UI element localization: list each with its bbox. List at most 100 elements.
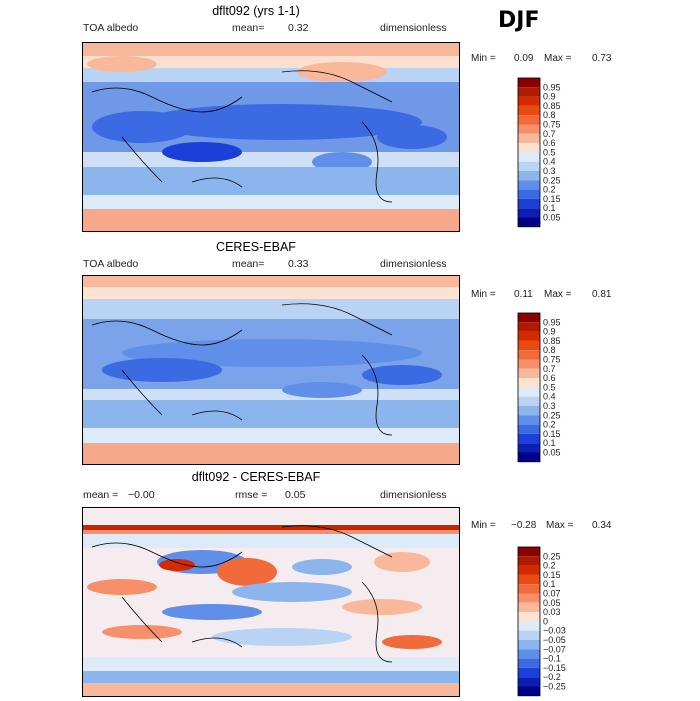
panel-3-min-value: −0.28 (511, 520, 537, 531)
colorbar-swatch (518, 584, 540, 594)
panel-1-max-label: Max = (544, 53, 572, 64)
colorbar-swatch (518, 677, 540, 687)
colorbar-tick-label: 0.75 (543, 355, 561, 365)
season-label: DJF (498, 8, 540, 33)
panel-1-min-value: 0.09 (514, 53, 534, 64)
colorbar-swatch (518, 133, 540, 144)
colorbar-tick-label: 0.8 (543, 110, 556, 120)
panel-1-mean-label: mean= (232, 22, 265, 34)
panel-1-max-value: 0.73 (592, 53, 612, 64)
colorbar-swatch (518, 78, 540, 88)
colorbar-swatch (518, 115, 540, 125)
colorbar-tick-label: 0.5 (543, 382, 556, 392)
panel-3-map (82, 507, 460, 697)
colorbar-tick-label: 0.4 (543, 392, 556, 402)
panel-1-units-label: dimensionless (380, 22, 447, 34)
colorbar-swatch (518, 593, 540, 603)
colorbar-swatch (518, 574, 540, 585)
colorbar-tick-label: 0.9 (543, 327, 556, 337)
colorbar-tick-label: 0.1 (543, 438, 556, 448)
panel-1-min-label: Min = (471, 53, 496, 64)
panel-1-colorbar: 0.950.90.850.80.750.70.60.50.40.30.250.2… (517, 77, 561, 228)
colorbar-tick-label: 0.2 (543, 561, 556, 571)
colorbar-tick-label: 0.85 (543, 101, 561, 111)
panel-2-colorbar: 0.950.90.850.80.750.70.60.50.40.30.250.2… (517, 312, 561, 463)
panel-2-max-value: 0.81 (592, 289, 612, 300)
colorbar-tick-label: 0.5 (543, 147, 556, 157)
colorbar-tick-label: 0.95 (543, 82, 561, 92)
colorbar-swatch (518, 602, 540, 613)
colorbar-swatch (518, 415, 540, 425)
colorbar-swatch (518, 667, 540, 678)
colorbar-frame (517, 312, 541, 463)
panel-3-rmse-value: 0.05 (285, 489, 306, 501)
colorbar-swatch (518, 565, 540, 575)
colorbar-swatch (518, 105, 540, 116)
colorbar-tick-label: 0.2 (543, 185, 556, 195)
colorbar-swatch (518, 217, 540, 227)
panel-1-title: dflt092 (yrs 1-1) (212, 4, 300, 18)
colorbar-tick-label: −0.1 (543, 654, 561, 664)
colorbar-tick-label: 0.15 (543, 429, 561, 439)
colorbar-swatch (518, 322, 540, 332)
colorbar-swatch (518, 161, 540, 171)
colorbar-tick-label: 0.6 (543, 373, 556, 383)
panel-3-rmse-label: rmse = (235, 489, 268, 501)
colorbar-tick-label: 0.8 (543, 345, 556, 355)
colorbar-swatch (518, 143, 540, 153)
colorbar-tick-label: 0.3 (543, 401, 556, 411)
colorbar-swatch (518, 387, 540, 397)
colorbar-swatch (518, 152, 540, 162)
colorbar-tick-label: 0.4 (543, 157, 556, 167)
colorbar-tick-label: 0.1 (543, 579, 556, 589)
colorbar-swatch (518, 443, 540, 453)
panel-1-variable-label: TOA albedo (83, 22, 139, 34)
panel-1-mean-value: 0.32 (288, 22, 309, 34)
colorbar-tick-label: −0.25 (543, 682, 566, 692)
colorbar-tick-label: 0.15 (543, 570, 561, 580)
colorbar-swatch (518, 208, 540, 218)
colorbar-tick-label: 0.7 (543, 364, 556, 374)
panel-2-title: CERES-EBAF (216, 240, 296, 254)
colorbar-tick-label: 0.05 (543, 448, 561, 458)
colorbar-tick-label: 0.1 (543, 203, 556, 213)
colorbar-swatch (518, 313, 540, 323)
panel-2-mean-label: mean= (232, 258, 265, 270)
colorbar-swatch (518, 686, 540, 696)
colorbar-tick-label: 0.85 (543, 336, 561, 346)
colorbar-tick-label: 0 (543, 616, 548, 626)
colorbar-swatch (518, 630, 540, 640)
colorbar-tick-label: 0.25 (543, 410, 561, 420)
panel-2-min-label: Min = (471, 289, 496, 300)
colorbar-tick-label: 0.03 (543, 607, 561, 617)
colorbar-swatch (518, 378, 540, 388)
colorbar-tick-label: 0.25 (543, 551, 561, 561)
colorbar-swatch (518, 649, 540, 659)
colorbar-tick-label: 0.05 (543, 598, 561, 608)
panel-2-mean-value: 0.33 (288, 258, 309, 270)
colorbar-tick-label: −0.03 (543, 626, 566, 636)
colorbar-swatch (518, 171, 540, 181)
panel-3-max-label: Max = (546, 520, 574, 531)
colorbar-swatch (518, 424, 540, 434)
colorbar-swatch (518, 180, 540, 190)
colorbar-swatch (518, 612, 540, 622)
colorbar-tick-label: 0.75 (543, 120, 561, 130)
colorbar-swatch (518, 96, 540, 106)
panel-3-title: dflt092 - CERES-EBAF (191, 470, 321, 484)
panel-2-variable-label: TOA albedo (83, 258, 139, 270)
panel-3-colorbar: 0.250.20.150.10.070.050.030−0.03−0.05−0.… (517, 546, 566, 697)
panel-3-mean-value: −0.00 (128, 489, 155, 501)
colorbar-tick-label: −0.2 (543, 672, 561, 682)
panel-1-map (82, 42, 460, 232)
colorbar-tick-label: 0.7 (543, 129, 556, 139)
colorbar-tick-label: 0.6 (543, 138, 556, 148)
colorbar-swatch (518, 350, 540, 360)
colorbar-tick-label: 0.9 (543, 92, 556, 102)
panel-3-min-label: Min = (471, 520, 496, 531)
panel-2-min-value: 0.11 (514, 289, 533, 300)
panel-3-mean-label: mean = (83, 489, 119, 501)
colorbar-frame (517, 546, 541, 697)
colorbar-swatch (518, 124, 540, 134)
colorbar-swatch (518, 359, 540, 369)
